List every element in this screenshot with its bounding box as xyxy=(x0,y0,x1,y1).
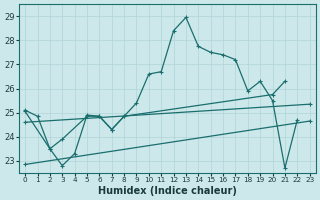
X-axis label: Humidex (Indice chaleur): Humidex (Indice chaleur) xyxy=(98,186,237,196)
